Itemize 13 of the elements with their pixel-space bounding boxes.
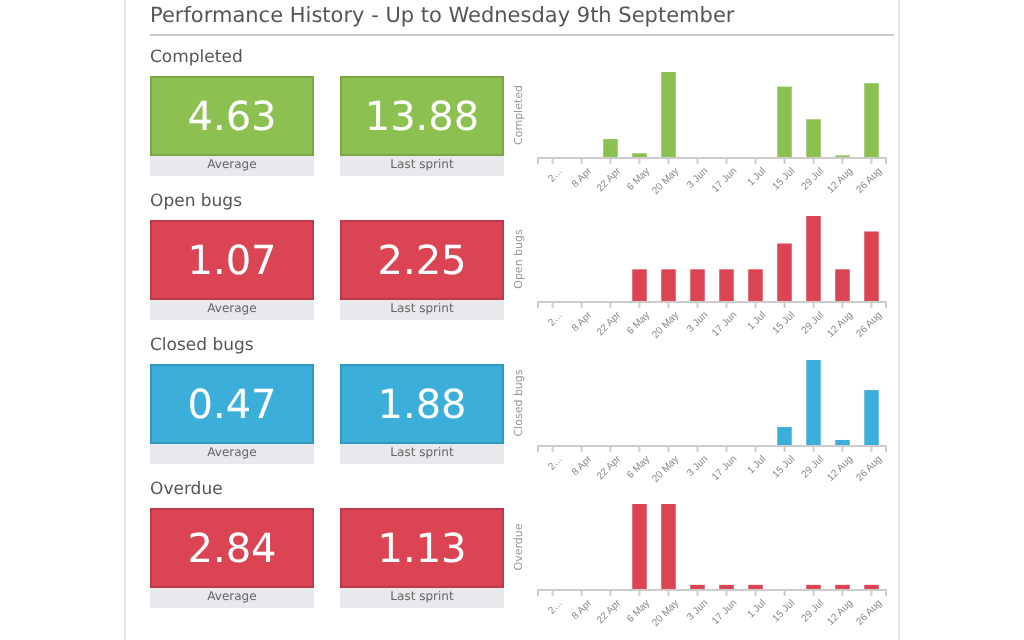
text: 4.63 <box>150 76 314 156</box>
text: 2.84 <box>150 508 314 588</box>
text: Closed bugs <box>150 336 254 356</box>
text: 1.13 <box>340 508 504 588</box>
text: Overdue <box>150 480 223 500</box>
text: Completed <box>150 48 243 68</box>
text: 1.88 <box>340 364 504 444</box>
text: Open bugs <box>150 192 243 212</box>
text: 13.88 <box>340 76 504 156</box>
text: 1.07 <box>150 220 314 300</box>
text: 0.47 <box>150 364 314 444</box>
text: 2.25 <box>340 220 504 300</box>
text: Performance History - Up to Wednesday 9th September <box>150 4 894 36</box>
